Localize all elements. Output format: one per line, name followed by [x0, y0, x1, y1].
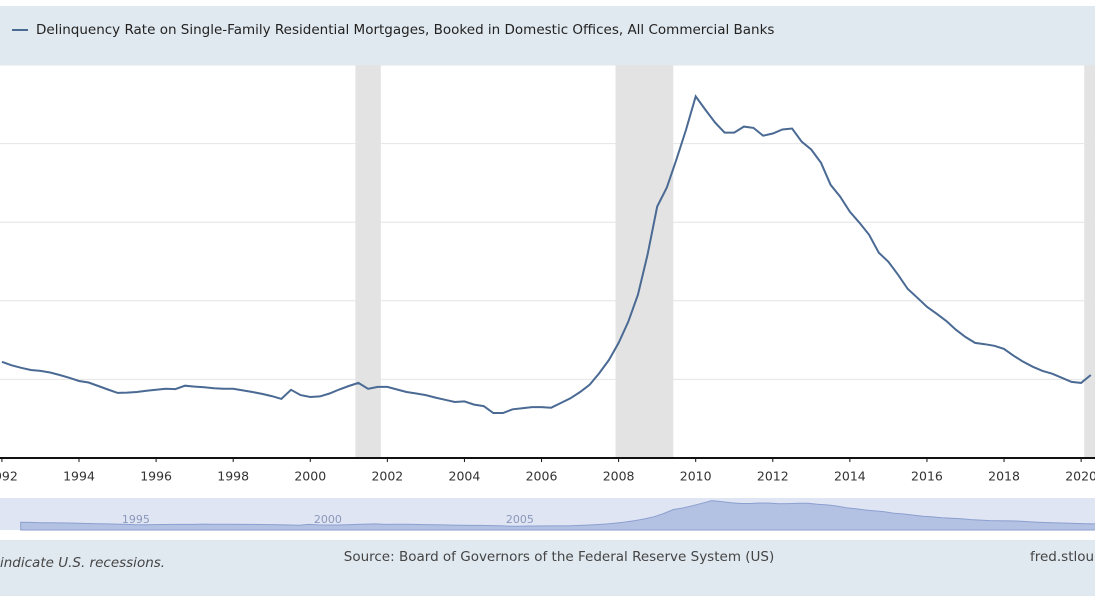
x-tick-label: 1998 [217, 469, 249, 484]
x-tick-label: 1994 [63, 469, 95, 484]
navigator-label: 2005 [506, 513, 534, 526]
x-tick-label: 2018 [988, 469, 1020, 484]
x-tick-label: 2020 [1065, 469, 1095, 484]
data-line [1, 94, 1092, 414]
x-tick-label: 2016 [911, 469, 943, 484]
recession-shade [1084, 65, 1095, 458]
x-tick-label: 2000 [294, 469, 326, 484]
legend-entry: Delinquency Rate on Single-Family Reside… [36, 22, 774, 38]
navigator-label: 1995 [122, 513, 150, 526]
x-tick-label: 2008 [603, 469, 635, 484]
site-name: fred.stlou [1030, 549, 1094, 565]
navigator-area [20, 500, 1095, 531]
x-tick-label: 1996 [140, 469, 172, 484]
x-tick-label: 2012 [757, 469, 789, 484]
navigator-label: 2000 [314, 513, 342, 526]
recession-note: indicate U.S. recessions. [0, 555, 165, 571]
x-tick-label: 2004 [449, 469, 481, 484]
x-tick-label: 2010 [680, 469, 712, 484]
navigator: 1995 2000 2005 [20, 500, 1095, 531]
x-tick-label: 2002 [371, 469, 403, 484]
x-tick-label: 2006 [526, 469, 558, 484]
recession-shade [615, 65, 674, 458]
top-strip [0, 0, 1095, 6]
source-note: Source: Board of Governors of the Federa… [344, 549, 775, 565]
plot-area [0, 65, 1095, 458]
x-tick-label: 2014 [834, 469, 866, 484]
footer-band [0, 540, 1095, 596]
x-tick-label: 1992 [0, 469, 18, 484]
legend-band [0, 0, 1095, 65]
recession-shade [355, 65, 381, 458]
